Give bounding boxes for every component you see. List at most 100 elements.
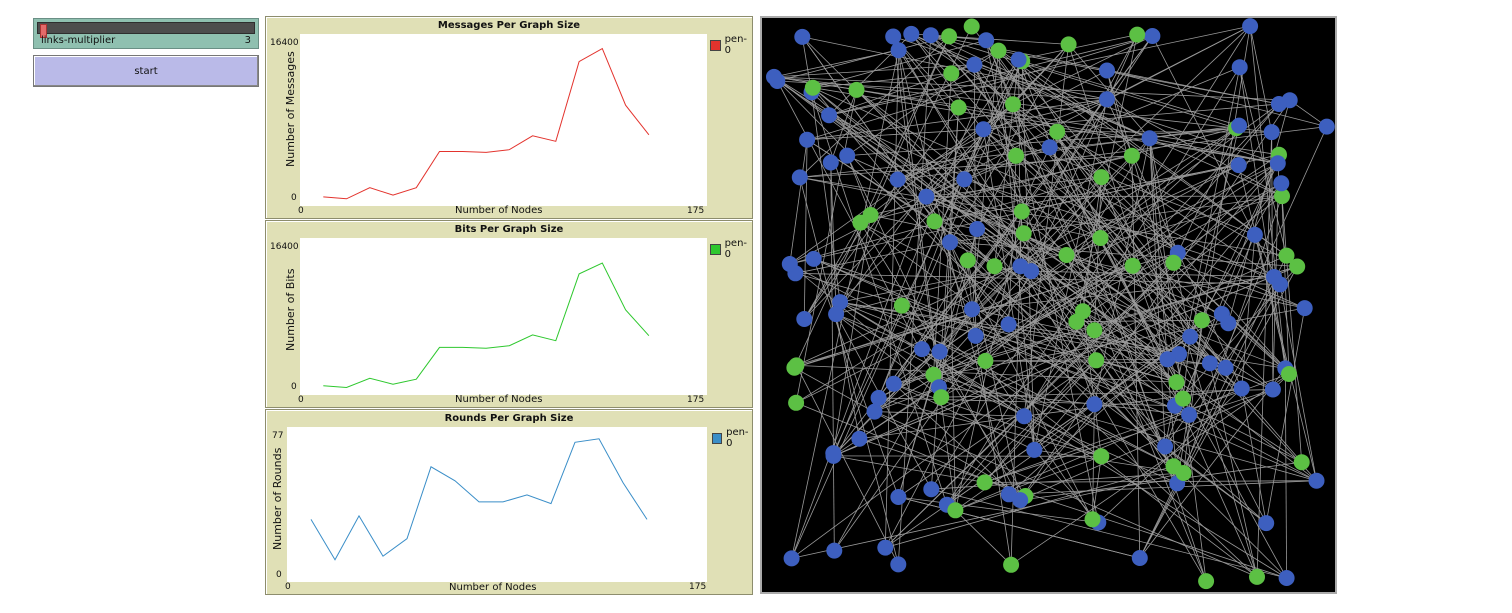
network-node[interactable] bbox=[1131, 550, 1148, 566]
network-node[interactable] bbox=[851, 430, 868, 447]
network-node[interactable] bbox=[1289, 258, 1306, 275]
network-node[interactable] bbox=[1278, 570, 1295, 586]
network-node[interactable] bbox=[966, 56, 983, 73]
network-node[interactable] bbox=[822, 154, 839, 171]
network-node[interactable] bbox=[986, 258, 1003, 275]
network-node[interactable] bbox=[885, 375, 902, 392]
network-node[interactable] bbox=[1074, 303, 1091, 320]
network-node[interactable] bbox=[942, 234, 958, 251]
network-node[interactable] bbox=[788, 394, 805, 411]
network-node[interactable] bbox=[1182, 328, 1199, 345]
network-node[interactable] bbox=[947, 502, 964, 519]
network-node[interactable] bbox=[783, 550, 800, 567]
network-node[interactable] bbox=[931, 343, 948, 360]
network-node[interactable] bbox=[1231, 59, 1248, 76]
network-node[interactable] bbox=[926, 213, 943, 230]
network-node[interactable] bbox=[959, 252, 976, 269]
network-node[interactable] bbox=[877, 539, 894, 556]
slider-track[interactable] bbox=[37, 22, 255, 38]
network-node[interactable] bbox=[1273, 175, 1290, 192]
network-node[interactable] bbox=[1249, 568, 1265, 585]
network-node[interactable] bbox=[1269, 155, 1286, 172]
network-node[interactable] bbox=[1086, 396, 1103, 413]
network-node[interactable] bbox=[866, 403, 883, 420]
network-node[interactable] bbox=[918, 188, 935, 205]
network-node[interactable] bbox=[839, 147, 856, 164]
network-node[interactable] bbox=[1058, 247, 1075, 263]
network-node[interactable] bbox=[796, 311, 813, 327]
network-node[interactable] bbox=[1123, 147, 1140, 164]
network-node[interactable] bbox=[1231, 117, 1248, 134]
network-node[interactable] bbox=[1242, 18, 1259, 35]
network-node[interactable] bbox=[978, 32, 995, 49]
network-node[interactable] bbox=[1165, 254, 1182, 271]
network-node[interactable] bbox=[781, 256, 798, 272]
network-node[interactable] bbox=[804, 79, 821, 96]
network-node[interactable] bbox=[825, 447, 842, 464]
network-node[interactable] bbox=[977, 352, 994, 369]
network-node[interactable] bbox=[1272, 276, 1289, 293]
network-node[interactable] bbox=[1003, 556, 1020, 573]
network-node[interactable] bbox=[1278, 247, 1295, 264]
network-node[interactable] bbox=[1026, 441, 1043, 458]
start-button[interactable]: start bbox=[33, 55, 259, 87]
network-node[interactable] bbox=[1013, 203, 1030, 220]
network-node[interactable] bbox=[1144, 28, 1161, 44]
network-node[interactable] bbox=[890, 42, 907, 59]
network-node[interactable] bbox=[903, 25, 920, 42]
network-node[interactable] bbox=[956, 171, 973, 188]
network-node[interactable] bbox=[1318, 118, 1335, 135]
network-node[interactable] bbox=[925, 366, 942, 383]
network-node[interactable] bbox=[1198, 573, 1215, 590]
network-node[interactable] bbox=[950, 99, 967, 116]
network-node[interactable] bbox=[964, 301, 980, 318]
network-node[interactable] bbox=[870, 389, 887, 406]
network-node[interactable] bbox=[1263, 124, 1280, 141]
network-node[interactable] bbox=[1220, 315, 1237, 332]
network-node[interactable] bbox=[1088, 352, 1105, 369]
network-node[interactable] bbox=[832, 294, 849, 311]
network-node[interactable] bbox=[1246, 226, 1263, 243]
network-node[interactable] bbox=[990, 42, 1007, 59]
network-node[interactable] bbox=[1175, 390, 1191, 407]
network-node[interactable] bbox=[1000, 316, 1017, 333]
network-node[interactable] bbox=[890, 489, 907, 505]
network-node[interactable] bbox=[1060, 36, 1077, 53]
network-node[interactable] bbox=[1281, 366, 1297, 382]
network-node[interactable] bbox=[963, 18, 980, 35]
network-node[interactable] bbox=[1159, 351, 1176, 368]
network-node[interactable] bbox=[975, 121, 992, 138]
network-node[interactable] bbox=[885, 28, 902, 45]
network-node[interactable] bbox=[1308, 472, 1325, 489]
network-node[interactable] bbox=[1005, 96, 1021, 113]
network-view[interactable] bbox=[760, 16, 1337, 594]
network-node[interactable] bbox=[1175, 465, 1192, 481]
network-node[interactable] bbox=[890, 556, 907, 573]
network-node[interactable] bbox=[1049, 123, 1066, 140]
network-node[interactable] bbox=[1193, 312, 1210, 329]
network-node[interactable] bbox=[799, 131, 816, 148]
network-node[interactable] bbox=[1086, 322, 1103, 339]
network-node[interactable] bbox=[967, 327, 984, 344]
network-node[interactable] bbox=[923, 481, 940, 498]
network-node[interactable] bbox=[826, 542, 843, 559]
network-node[interactable] bbox=[922, 27, 939, 44]
network-node[interactable] bbox=[976, 474, 993, 491]
network-node[interactable] bbox=[1016, 408, 1033, 425]
network-node[interactable] bbox=[1000, 486, 1017, 503]
network-node[interactable] bbox=[1010, 51, 1027, 68]
network-node[interactable] bbox=[1015, 225, 1032, 242]
network-node[interactable] bbox=[794, 28, 811, 45]
network-node[interactable] bbox=[1157, 438, 1174, 455]
network-node[interactable] bbox=[852, 214, 869, 231]
network-node[interactable] bbox=[933, 389, 950, 406]
network-node[interactable] bbox=[1217, 359, 1234, 376]
network-node[interactable] bbox=[1093, 448, 1110, 465]
network-node[interactable] bbox=[1041, 139, 1058, 156]
network-node[interactable] bbox=[1296, 300, 1313, 317]
network-node[interactable] bbox=[805, 250, 822, 267]
network-canvas[interactable] bbox=[762, 18, 1335, 592]
network-node[interactable] bbox=[791, 169, 808, 186]
network-node[interactable] bbox=[1141, 130, 1158, 147]
network-node[interactable] bbox=[1258, 515, 1275, 532]
